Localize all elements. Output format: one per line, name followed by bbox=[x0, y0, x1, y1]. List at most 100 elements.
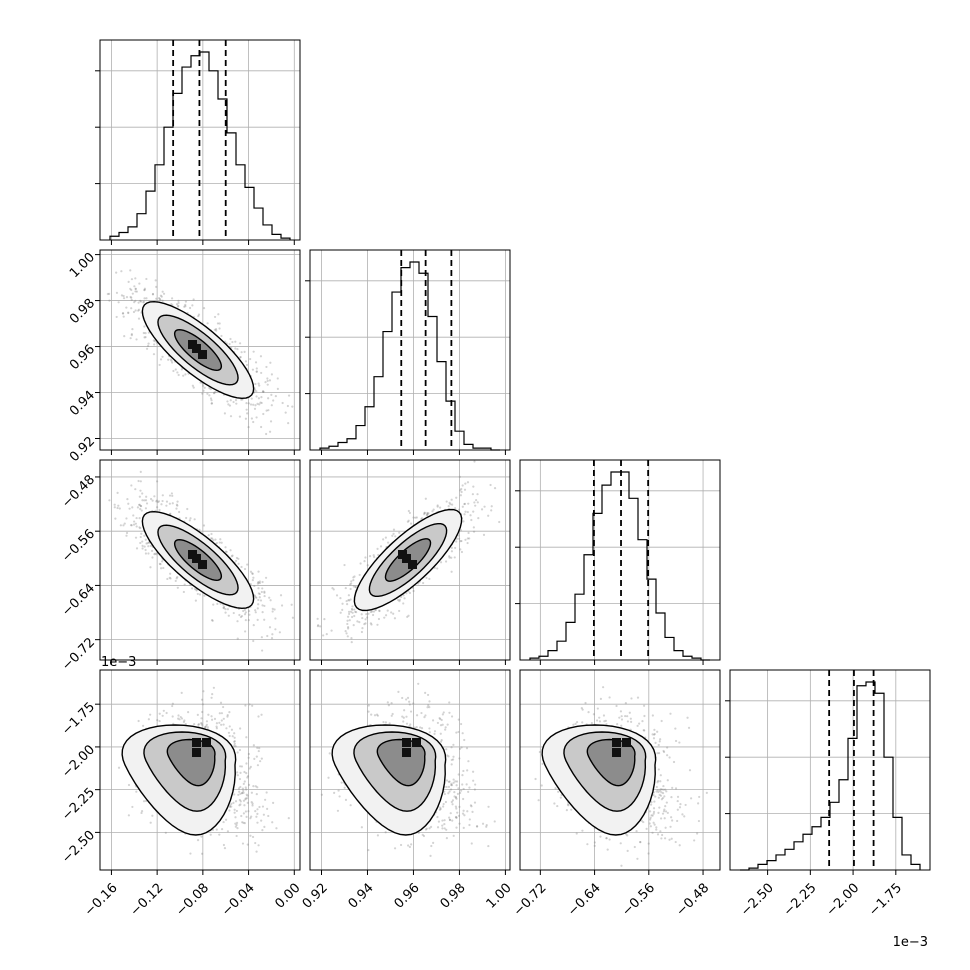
scatter-point bbox=[436, 567, 439, 570]
scatter-point bbox=[431, 719, 435, 722]
scatter-point bbox=[455, 816, 458, 819]
scatter-point bbox=[201, 392, 204, 395]
scatter-point bbox=[445, 785, 448, 789]
scatter-point bbox=[422, 581, 425, 585]
scatter-point bbox=[450, 758, 453, 762]
scatter-point bbox=[203, 386, 206, 389]
scatter-point bbox=[236, 774, 239, 777]
scatter-point bbox=[480, 508, 484, 511]
scatter-point bbox=[443, 792, 446, 796]
scatter-point bbox=[452, 781, 455, 784]
panel-frame bbox=[519, 459, 721, 661]
scatter-point bbox=[439, 806, 442, 809]
scatter-point bbox=[255, 370, 258, 373]
scatter-point bbox=[180, 717, 184, 720]
scatter-point bbox=[391, 534, 394, 537]
scatter-point bbox=[387, 704, 390, 707]
scatter-point bbox=[620, 718, 624, 721]
scatter-point bbox=[149, 544, 152, 547]
scatter-point bbox=[269, 420, 273, 423]
scatter-point bbox=[336, 809, 340, 812]
scatter-point bbox=[455, 826, 458, 829]
scatter-point bbox=[258, 596, 261, 599]
scatter-point bbox=[450, 715, 454, 718]
scatter-point bbox=[233, 732, 236, 735]
scatter-point bbox=[444, 560, 448, 563]
scatter-point bbox=[215, 725, 218, 728]
scatter-point bbox=[260, 713, 263, 716]
scatter-point bbox=[154, 552, 157, 555]
scatter-point bbox=[144, 552, 148, 555]
scatter-point bbox=[447, 785, 451, 789]
scatter-point bbox=[134, 299, 137, 302]
scatter-point bbox=[426, 706, 429, 709]
density-2-0 bbox=[108, 470, 294, 652]
scatter-point bbox=[243, 613, 247, 616]
scatter-point bbox=[239, 727, 242, 730]
scatter-point bbox=[253, 757, 256, 761]
scatter-point bbox=[410, 843, 413, 846]
scatter-point bbox=[352, 579, 355, 582]
scatter-point bbox=[440, 718, 443, 722]
scatter-point bbox=[485, 824, 488, 827]
scatter-point bbox=[235, 556, 239, 560]
scatter-point bbox=[459, 791, 462, 795]
scatter-point bbox=[122, 294, 125, 298]
scatter-point bbox=[143, 336, 146, 339]
scatter-point bbox=[454, 796, 458, 799]
scatter-point bbox=[176, 371, 179, 374]
scatter-point bbox=[384, 831, 387, 834]
scatter-point bbox=[220, 828, 224, 831]
scatter-point bbox=[139, 489, 142, 492]
scatter-point bbox=[428, 727, 431, 730]
scatter-point bbox=[228, 725, 231, 728]
scatter-point bbox=[214, 391, 217, 394]
scatter-point bbox=[210, 402, 213, 405]
scatter-point bbox=[133, 301, 136, 304]
scatter-point bbox=[130, 484, 133, 487]
scatter-point bbox=[359, 562, 362, 565]
scatter-point bbox=[439, 561, 443, 564]
scatter-point bbox=[405, 715, 408, 718]
scatter-point bbox=[265, 365, 268, 369]
scatter-point bbox=[538, 750, 541, 754]
scatter-point bbox=[247, 752, 250, 756]
scatter-point bbox=[130, 278, 134, 281]
scatter-point bbox=[432, 841, 435, 844]
scatter-point bbox=[233, 744, 236, 747]
scatter-point bbox=[596, 707, 599, 710]
histogram-2 bbox=[529, 471, 710, 661]
scatter-point bbox=[481, 822, 485, 825]
scatter-point bbox=[257, 581, 260, 584]
scatter-point bbox=[137, 479, 140, 483]
scatter-point bbox=[466, 541, 469, 545]
scatter-point bbox=[426, 512, 429, 515]
scatter-point bbox=[222, 843, 226, 847]
scatter-point bbox=[168, 576, 171, 579]
scatter-point bbox=[482, 533, 486, 536]
scatter-point bbox=[439, 807, 442, 811]
scatter-point bbox=[245, 815, 248, 818]
scatter-point bbox=[493, 820, 496, 823]
scatter-point bbox=[161, 290, 164, 293]
scatter-point bbox=[463, 488, 467, 491]
scatter-point bbox=[202, 389, 205, 392]
scatter-point bbox=[139, 535, 142, 539]
scatter-point bbox=[153, 340, 156, 343]
scatter-point bbox=[462, 520, 465, 523]
scatter-point bbox=[323, 618, 326, 621]
scatter-point bbox=[167, 358, 170, 361]
scatter-point bbox=[203, 594, 206, 597]
scatter-point bbox=[242, 789, 245, 792]
scatter-point bbox=[184, 305, 187, 308]
scatter-point bbox=[409, 710, 413, 713]
scatter-point bbox=[145, 277, 148, 281]
scatter-point bbox=[433, 732, 436, 735]
scatter-point bbox=[210, 715, 213, 718]
scatter-point bbox=[608, 696, 611, 699]
scatter-point bbox=[177, 373, 180, 377]
scatter-point bbox=[466, 510, 469, 514]
scatter-point bbox=[161, 299, 164, 302]
scatter-point bbox=[255, 850, 258, 853]
scatter-point bbox=[222, 723, 225, 726]
